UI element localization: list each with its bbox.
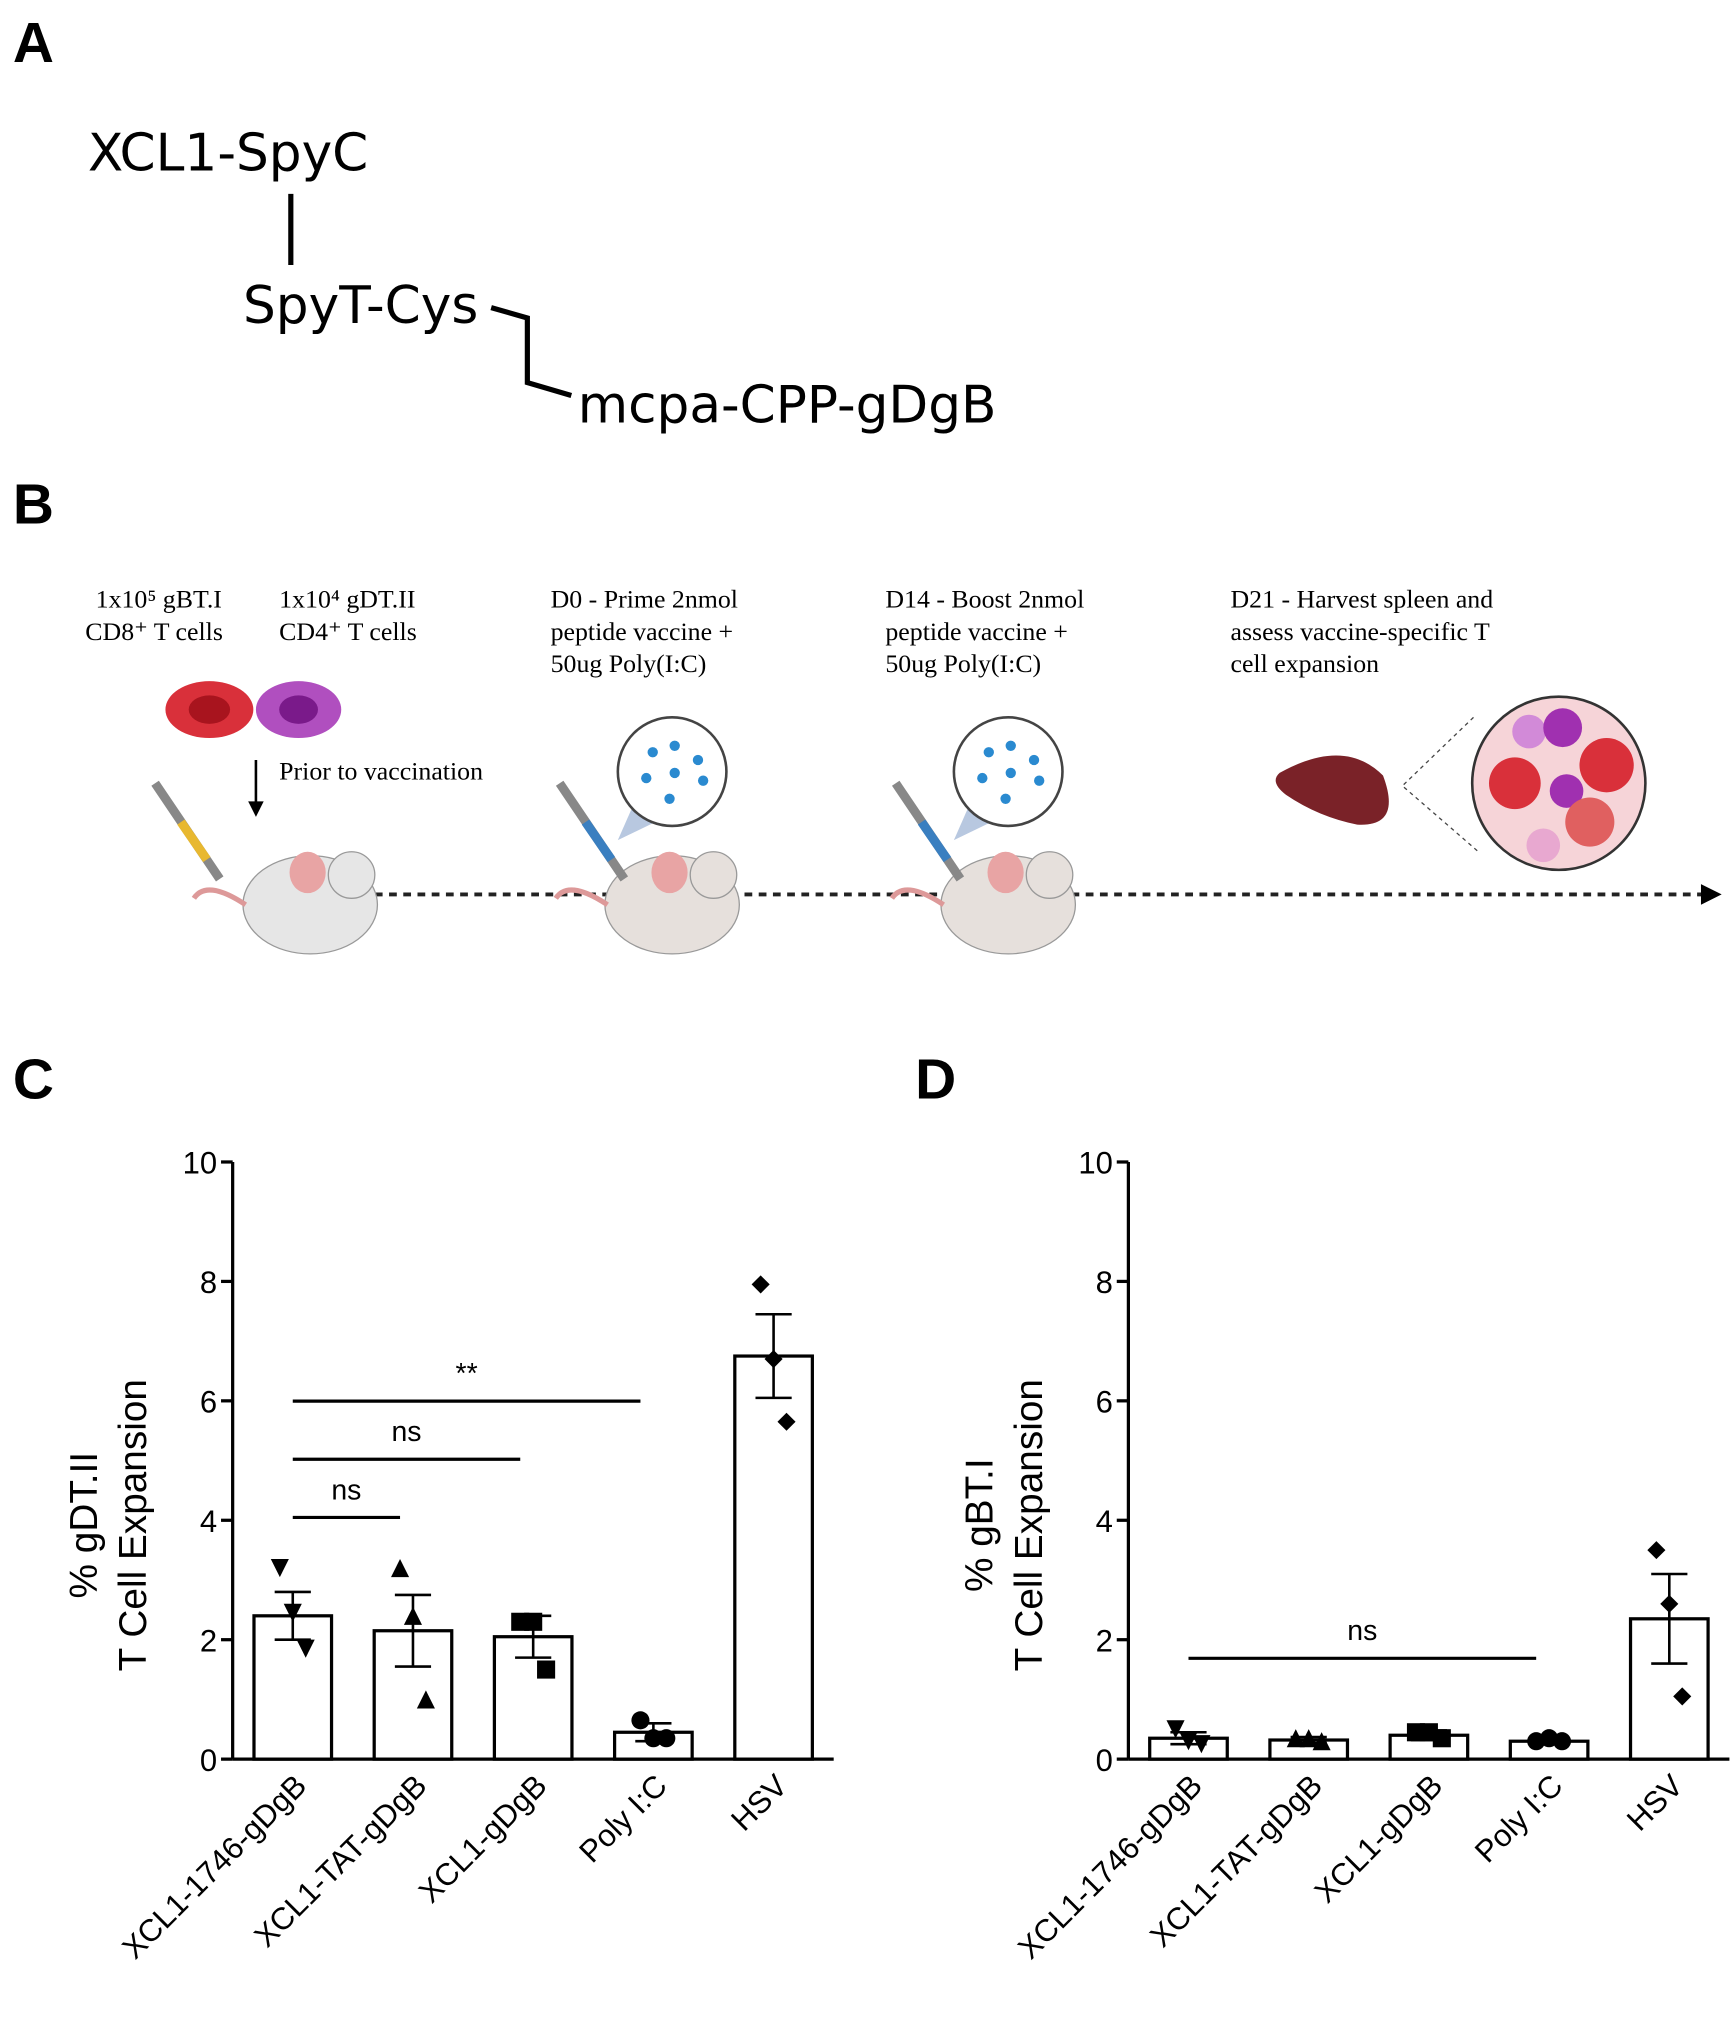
data-point bbox=[403, 1606, 423, 1625]
data-point bbox=[1660, 1594, 1679, 1613]
data-point bbox=[1192, 1735, 1211, 1754]
data-point bbox=[1312, 1732, 1331, 1751]
x-tick-label: Poly I:C bbox=[1468, 1768, 1570, 1870]
cell-icon bbox=[279, 695, 318, 724]
data-point bbox=[751, 1275, 770, 1294]
x-tick-label: XCL1-gDgB bbox=[1308, 1768, 1450, 1910]
panel-letter: A bbox=[13, 12, 54, 75]
x-tick-label: XCL1-gDgB bbox=[412, 1768, 554, 1910]
step-text: 1x10⁴ gDT.II bbox=[279, 584, 415, 613]
y-tick-label: 8 bbox=[1096, 1265, 1113, 1300]
panel-letter: C bbox=[13, 1049, 54, 1112]
data-point bbox=[390, 1558, 410, 1578]
data-point bbox=[644, 1729, 663, 1748]
mouse-icon bbox=[151, 780, 379, 955]
panel-letter: D bbox=[915, 1049, 956, 1112]
data-point bbox=[416, 1690, 435, 1709]
significance-label: ns bbox=[391, 1416, 421, 1448]
panel-letter: B bbox=[13, 473, 54, 536]
arrow bbox=[248, 801, 264, 817]
y-tick-label: 0 bbox=[200, 1743, 217, 1778]
step-text: 50ug Poly(I:C) bbox=[551, 649, 707, 678]
spleen-zoom bbox=[1470, 695, 1647, 872]
step-text: D0 - Prime 2nmol bbox=[551, 584, 738, 613]
step-texts: 1x10⁵ gBT.I CD8⁺ T cells 1x10⁴ gDT.II CD4⁺ … bbox=[85, 584, 1493, 678]
data-point bbox=[1286, 1729, 1305, 1748]
step-text: cell expansion bbox=[1230, 649, 1379, 678]
step-text: peptide vaccine + bbox=[885, 617, 1067, 646]
molecule-label: XCL1-SpyC bbox=[88, 124, 368, 184]
y-tick-label: 2 bbox=[1096, 1623, 1113, 1658]
step-text: CD4⁺ T cells bbox=[279, 617, 417, 646]
spleen-icon bbox=[1275, 755, 1389, 825]
y-axis-label: T Cell Expansion bbox=[112, 1379, 155, 1671]
data-point bbox=[764, 1349, 783, 1369]
step-text: assess vaccine-specific T bbox=[1230, 617, 1489, 646]
mouse-icon bbox=[553, 716, 740, 955]
data-point bbox=[1166, 1720, 1185, 1739]
y-tick-label: 0 bbox=[1096, 1743, 1113, 1778]
error-bar bbox=[1651, 1572, 1688, 1665]
y-tick-label: 4 bbox=[1096, 1504, 1113, 1539]
data-point bbox=[657, 1729, 676, 1748]
data-point bbox=[270, 1558, 289, 1578]
x-tick-label: Poly I:C bbox=[572, 1768, 674, 1870]
step-text: CD8⁺ T cells bbox=[85, 617, 223, 646]
step-text: D21 - Harvest spleen and bbox=[1230, 584, 1493, 613]
data-point bbox=[1552, 1732, 1572, 1751]
y-tick-label: 6 bbox=[1096, 1384, 1113, 1419]
data-point bbox=[296, 1639, 315, 1658]
cell-icon bbox=[188, 695, 231, 724]
bond bbox=[490, 305, 573, 398]
step-text: 50ug Poly(I:C) bbox=[885, 649, 1041, 678]
y-tick-label: 4 bbox=[200, 1504, 217, 1539]
molecule-label: SpyT-Cys bbox=[243, 276, 478, 336]
peptide-dots bbox=[641, 740, 1045, 804]
x-tick-label: HSV bbox=[724, 1768, 794, 1838]
y-tick-label: 2 bbox=[200, 1623, 217, 1658]
mouse-icon bbox=[889, 716, 1077, 955]
timeline-arrowhead bbox=[1700, 884, 1722, 905]
zoom-lines bbox=[1401, 716, 1481, 854]
y-axis-label: % gDT.II bbox=[63, 1452, 106, 1598]
data-point bbox=[777, 1412, 796, 1431]
arrow-label: Prior to vaccination bbox=[279, 756, 483, 785]
data-point bbox=[631, 1711, 650, 1730]
y-tick-label: 10 bbox=[183, 1146, 218, 1181]
data-point bbox=[1179, 1732, 1198, 1751]
y-tick-label: 10 bbox=[1078, 1146, 1113, 1181]
data-point bbox=[1647, 1541, 1666, 1560]
y-tick-label: 8 bbox=[200, 1265, 217, 1300]
y-axis-label: % gBT.I bbox=[959, 1458, 1002, 1592]
y-tick-label: 6 bbox=[200, 1384, 217, 1419]
step-text: 1x10⁵ gBT.I bbox=[96, 584, 222, 613]
step-text: peptide vaccine + bbox=[551, 617, 733, 646]
significance-label: ns bbox=[1347, 1615, 1377, 1647]
data-point bbox=[1432, 1729, 1451, 1748]
x-tick-label: HSV bbox=[1620, 1768, 1690, 1838]
significance-label: ** bbox=[456, 1358, 478, 1390]
data-point bbox=[283, 1603, 302, 1622]
data-point bbox=[1673, 1687, 1692, 1706]
molecule-label: mcpa-CPP-gDgB bbox=[578, 376, 997, 436]
bar bbox=[733, 1354, 814, 1761]
significance-label: ns bbox=[331, 1474, 361, 1506]
step-text: D14 - Boost 2nmol bbox=[885, 584, 1084, 613]
y-axis-label: T Cell Expansion bbox=[1008, 1379, 1051, 1671]
data-point bbox=[524, 1612, 543, 1631]
data-point bbox=[537, 1660, 556, 1679]
data-point bbox=[1299, 1729, 1318, 1748]
